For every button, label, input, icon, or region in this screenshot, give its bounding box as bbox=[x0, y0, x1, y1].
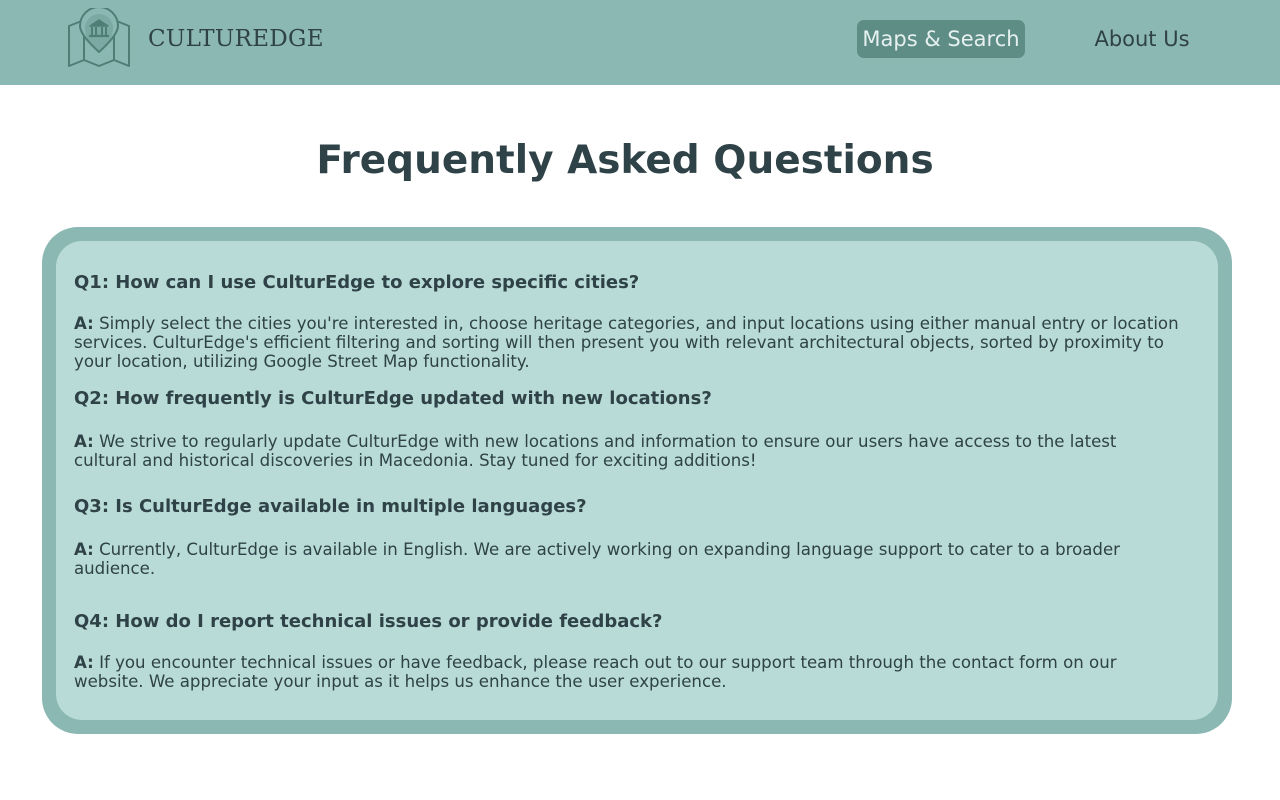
nav-about-us[interactable]: About Us bbox=[1094, 27, 1190, 51]
faq-answer-text: If you encounter technical issues or hav… bbox=[74, 653, 1117, 691]
nav-maps-search[interactable]: Maps & Search bbox=[857, 20, 1025, 58]
answer-prefix: A: bbox=[74, 314, 94, 333]
faq-answer-3: A: Currently, CulturEdge is available in… bbox=[74, 540, 1184, 578]
brand-name[interactable]: CULTUREDGE bbox=[148, 26, 324, 52]
answer-prefix: A: bbox=[74, 653, 94, 672]
top-navbar: CULTUREDGE Maps & Search About Us bbox=[0, 0, 1280, 85]
answer-prefix: A: bbox=[74, 432, 94, 451]
faq-answer-2: A: We strive to regularly update CulturE… bbox=[74, 432, 1184, 470]
faq-question-4: Q4: How do I report technical issues or … bbox=[74, 611, 663, 632]
faq-question-1: Q1: How can I use CulturEdge to explore … bbox=[74, 272, 640, 293]
answer-prefix: A: bbox=[74, 540, 94, 559]
faq-panel-inner: Q1: How can I use CulturEdge to explore … bbox=[56, 241, 1218, 720]
faq-panel: Q1: How can I use CulturEdge to explore … bbox=[42, 227, 1232, 734]
museum-map-icon[interactable] bbox=[66, 6, 132, 70]
faq-answer-1: A: Simply select the cities you're inter… bbox=[74, 314, 1184, 371]
faq-question-3: Q3: Is CulturEdge available in multiple … bbox=[74, 496, 587, 517]
faq-answer-text: We strive to regularly update CulturEdge… bbox=[74, 432, 1117, 470]
faq-answer-4: A: If you encounter technical issues or … bbox=[74, 653, 1184, 691]
faq-answer-text: Currently, CulturEdge is available in En… bbox=[74, 540, 1120, 578]
faq-answer-text: Simply select the cities you're interest… bbox=[74, 314, 1179, 371]
faq-question-2: Q2: How frequently is CulturEdge updated… bbox=[74, 388, 712, 409]
page-title: Frequently Asked Questions bbox=[316, 138, 934, 183]
